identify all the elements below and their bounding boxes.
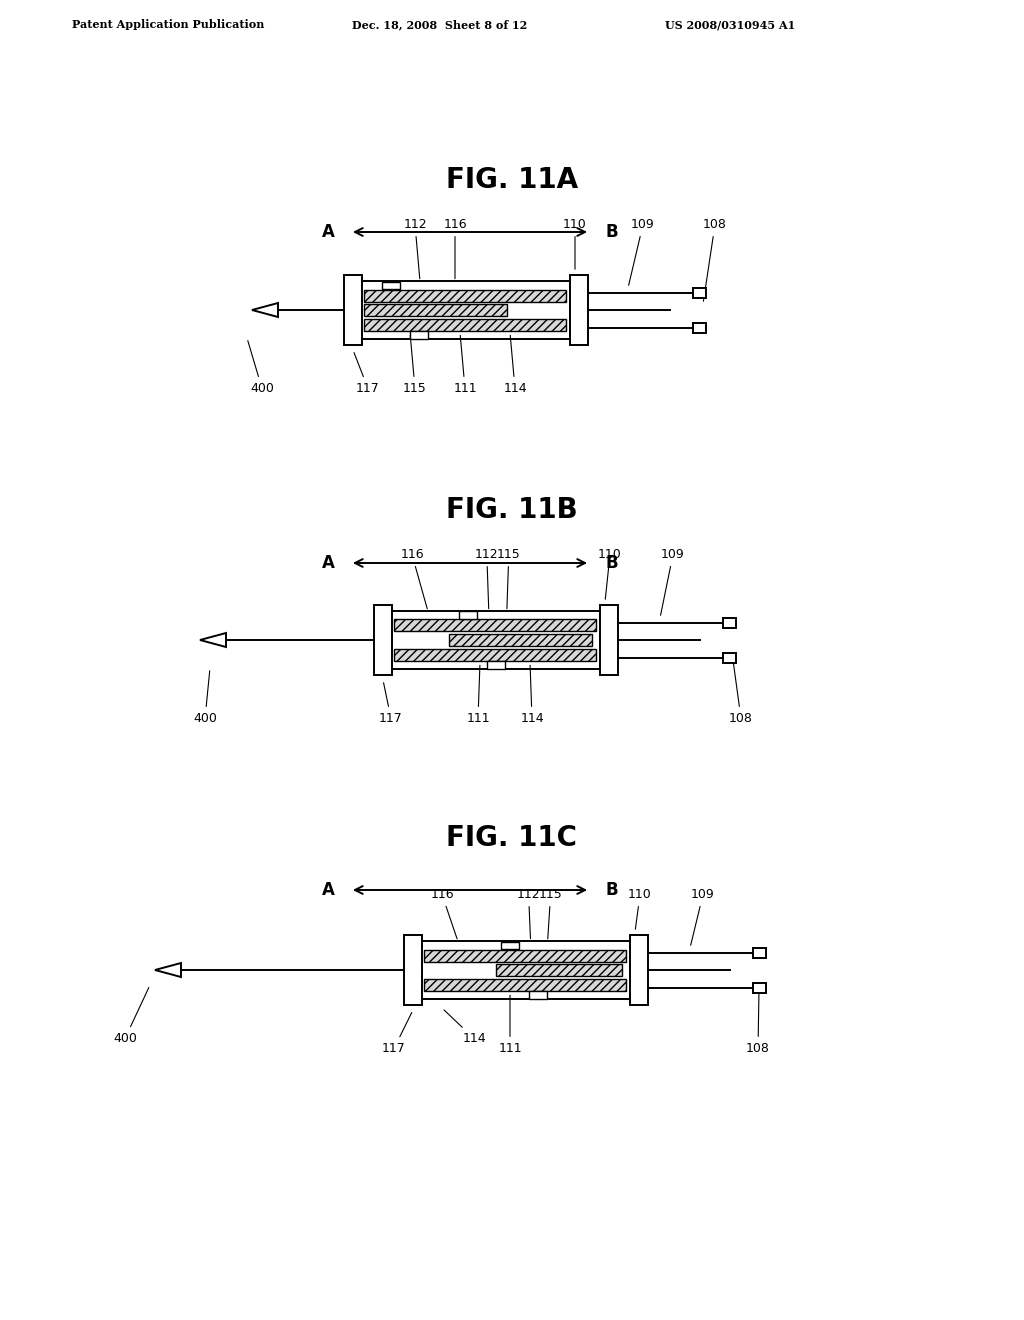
Text: FIG. 11A: FIG. 11A xyxy=(445,166,579,194)
Text: 116: 116 xyxy=(443,218,467,279)
Bar xyxy=(528,991,547,998)
Bar xyxy=(459,611,477,619)
Bar xyxy=(374,605,392,675)
Bar xyxy=(723,618,736,627)
Text: 117: 117 xyxy=(379,682,402,725)
Text: US 2008/0310945 A1: US 2008/0310945 A1 xyxy=(665,20,796,30)
Bar xyxy=(753,982,766,993)
Bar xyxy=(382,281,400,289)
Bar xyxy=(630,935,648,1005)
Text: 109: 109 xyxy=(690,888,715,945)
Text: 108: 108 xyxy=(703,218,727,301)
Bar xyxy=(449,634,592,645)
Polygon shape xyxy=(200,634,226,647)
Text: 400: 400 xyxy=(194,671,217,725)
Text: B: B xyxy=(605,223,618,242)
Text: A: A xyxy=(322,554,335,572)
Text: 109: 109 xyxy=(629,218,655,285)
Text: 117: 117 xyxy=(382,1012,412,1055)
Text: 109: 109 xyxy=(660,548,685,615)
Text: 114: 114 xyxy=(503,335,526,395)
Text: 115: 115 xyxy=(497,548,520,609)
Text: 112: 112 xyxy=(475,548,499,609)
Text: 112: 112 xyxy=(403,218,427,279)
Text: 114: 114 xyxy=(444,1010,485,1045)
Text: 111: 111 xyxy=(499,995,522,1055)
Text: 112: 112 xyxy=(517,888,541,939)
Text: 115: 115 xyxy=(403,335,427,395)
Bar xyxy=(693,288,706,297)
Bar xyxy=(424,978,626,990)
Bar xyxy=(501,941,518,949)
Bar xyxy=(570,275,588,345)
Text: 115: 115 xyxy=(539,888,562,939)
Bar xyxy=(424,949,626,961)
Bar xyxy=(364,304,507,315)
Text: 400: 400 xyxy=(248,341,274,395)
Bar xyxy=(420,941,630,999)
Text: 114: 114 xyxy=(520,665,544,725)
Text: FIG. 11C: FIG. 11C xyxy=(446,824,578,851)
Text: 111: 111 xyxy=(466,665,489,725)
Bar xyxy=(390,611,600,669)
Text: B: B xyxy=(605,554,618,572)
Text: 111: 111 xyxy=(454,335,477,395)
Text: A: A xyxy=(322,223,335,242)
Text: B: B xyxy=(605,880,618,899)
Bar xyxy=(496,964,622,975)
Bar xyxy=(723,652,736,663)
Text: A: A xyxy=(322,880,335,899)
Text: 400: 400 xyxy=(113,987,148,1045)
Bar xyxy=(360,281,570,339)
Bar xyxy=(404,935,422,1005)
Bar xyxy=(410,331,428,338)
Bar xyxy=(344,275,362,345)
Text: 108: 108 xyxy=(729,663,753,725)
Polygon shape xyxy=(155,964,181,977)
Bar xyxy=(486,661,505,668)
Text: 110: 110 xyxy=(563,218,587,269)
Bar xyxy=(394,648,596,660)
Bar xyxy=(394,619,596,631)
Bar xyxy=(364,318,566,330)
Bar xyxy=(600,605,618,675)
Text: 117: 117 xyxy=(354,352,380,395)
Text: 116: 116 xyxy=(430,888,457,939)
Bar xyxy=(693,322,706,333)
Polygon shape xyxy=(252,304,278,317)
Text: FIG. 11B: FIG. 11B xyxy=(446,496,578,524)
Text: Dec. 18, 2008  Sheet 8 of 12: Dec. 18, 2008 Sheet 8 of 12 xyxy=(352,20,527,30)
Text: 108: 108 xyxy=(746,993,770,1055)
Text: Patent Application Publication: Patent Application Publication xyxy=(72,20,264,30)
Text: 110: 110 xyxy=(598,548,622,599)
Text: 116: 116 xyxy=(400,548,427,609)
Text: 110: 110 xyxy=(628,888,652,929)
Bar xyxy=(364,289,566,301)
Bar xyxy=(753,948,766,957)
